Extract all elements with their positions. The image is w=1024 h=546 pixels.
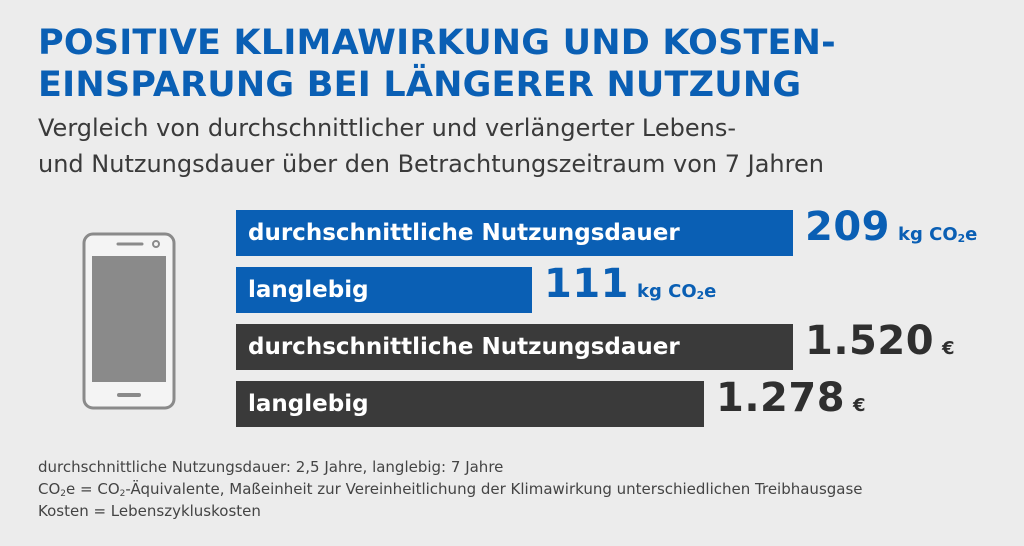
- footnote-costs: Kosten = Lebenszykluskosten: [38, 502, 261, 520]
- cost-bar: durchschnittliche Nutzungsdauer: [236, 324, 793, 370]
- footnote-durations: durchschnittliche Nutzungsdauer: 2,5 Jah…: [38, 458, 504, 476]
- smartphone-icon: [82, 232, 176, 410]
- chart-title: POSITIVE KLIMAWIRKUNG UND KOSTEN- EINSPA…: [38, 22, 938, 106]
- subtitle-line-2: und Nutzungsdauer über den Betrachtungsz…: [38, 150, 824, 178]
- cost-bar: langlebig: [236, 381, 704, 427]
- value-unit: kg CO2e: [898, 224, 978, 245]
- cost-value-label: 1.278 €: [716, 375, 866, 421]
- value-number: 1.520: [805, 318, 935, 364]
- climate-bar: durchschnittliche Nutzungsdauer: [236, 210, 793, 256]
- value-number: 1.278: [716, 375, 846, 421]
- cost-value-label: 1.520 €: [805, 318, 955, 364]
- climate-value-label: 111 kg CO2e: [544, 261, 716, 307]
- value-unit: €: [942, 338, 955, 359]
- title-line-1: POSITIVE KLIMAWIRKUNG UND KOSTEN-: [38, 23, 836, 63]
- subtitle-line-1: Vergleich von durchschnittlicher und ver…: [38, 114, 737, 142]
- value-unit: kg CO2e: [637, 281, 717, 302]
- footnotes: durchschnittliche Nutzungsdauer: 2,5 Jah…: [38, 456, 998, 522]
- climate-bar: langlebig: [236, 267, 532, 313]
- climate-value-label: 209 kg CO2e: [805, 204, 977, 250]
- value-unit: €: [853, 395, 866, 416]
- chart-subtitle: Vergleich von durchschnittlicher und ver…: [38, 110, 958, 182]
- footnote-co2e: CO2e = CO2-Äquivalente, Maßeinheit zur V…: [38, 480, 863, 499]
- value-number: 209: [805, 204, 890, 250]
- title-line-2: EINSPARUNG BEI LÄNGERER NUTZUNG: [38, 65, 802, 105]
- value-number: 111: [544, 261, 629, 307]
